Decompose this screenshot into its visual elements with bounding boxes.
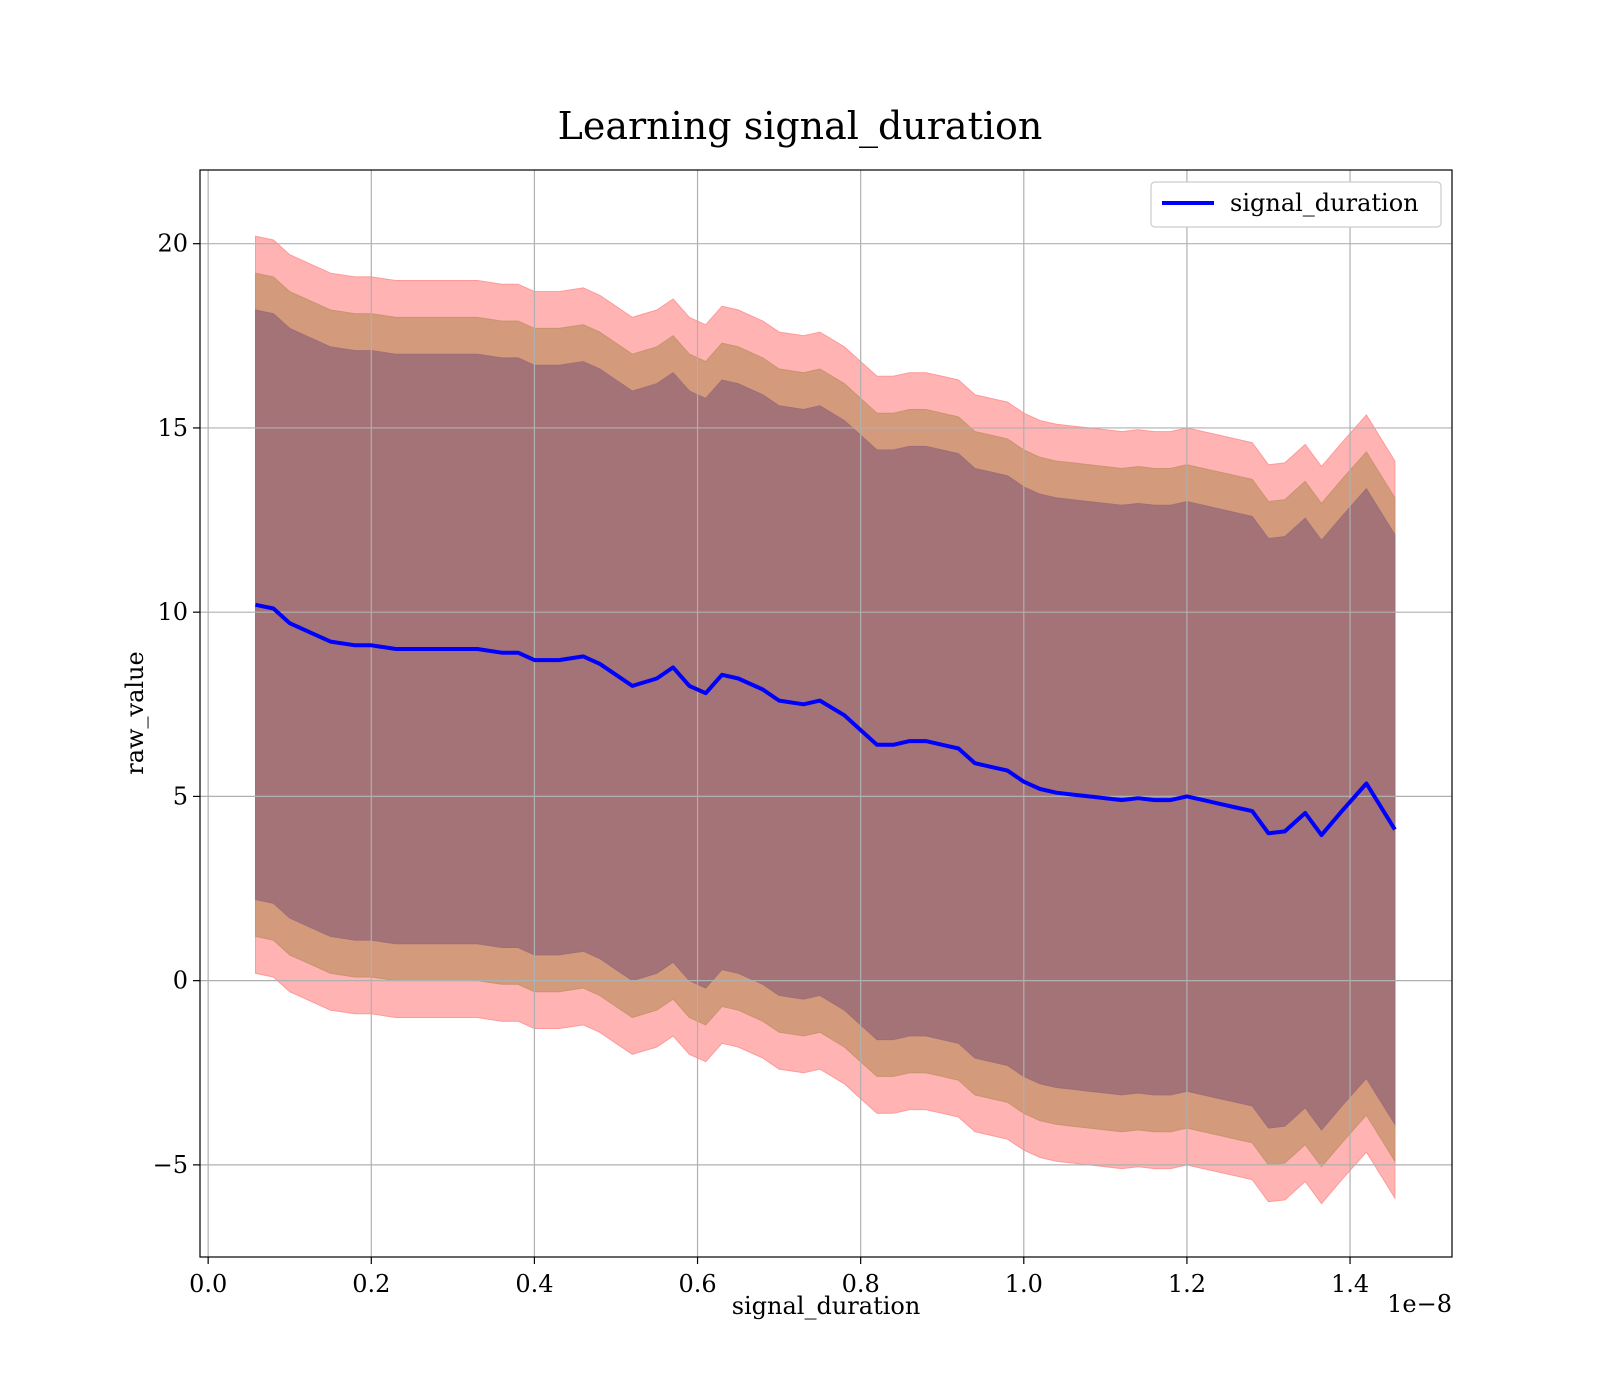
x-axis-offset-label: 1e−8 [1387,1290,1452,1318]
legend-box [1150,181,1442,228]
series-line-signal_duration [255,602,1397,838]
y-tick-label: 10 [157,598,188,626]
x-tick-label: 0.8 [842,1270,880,1298]
confidence-bands [255,235,1396,1205]
x-tick-label: 0.0 [189,1270,227,1298]
chart-title: Learning signal_duration [558,104,1043,149]
y-tick-label: −5 [153,1151,188,1179]
x-tick-label: 1.0 [1005,1270,1043,1298]
x-tick-label: 1.4 [1331,1270,1369,1298]
y-tick-label: 20 [157,230,188,258]
y-axis-ticks: −5 0 5 10 15 20 [153,230,200,1179]
legend-entry-signal_duration: signal_duration [1230,189,1419,217]
x-tick-label: 0.2 [352,1270,390,1298]
x-axis-label: signal_duration [732,1292,921,1320]
y-tick-label: 5 [173,782,188,810]
x-axis-ticks: 0.0 0.2 0.4 0.6 0.8 1.0 1.2 1.4 [189,1257,1369,1298]
y-tick-label: 15 [157,414,188,442]
x-tick-label: 0.6 [678,1270,716,1298]
grid-lines [200,170,1452,1257]
y-tick-label: 0 [173,967,188,995]
y-axis-label: raw_value [121,651,149,775]
band-inner [255,309,1396,1131]
plot-area-frame [199,169,1453,1258]
legend: signal_duration [1150,181,1442,228]
x-tick-label: 0.4 [515,1270,553,1298]
series-lines [255,602,1397,838]
x-tick-label: 1.2 [1168,1270,1206,1298]
